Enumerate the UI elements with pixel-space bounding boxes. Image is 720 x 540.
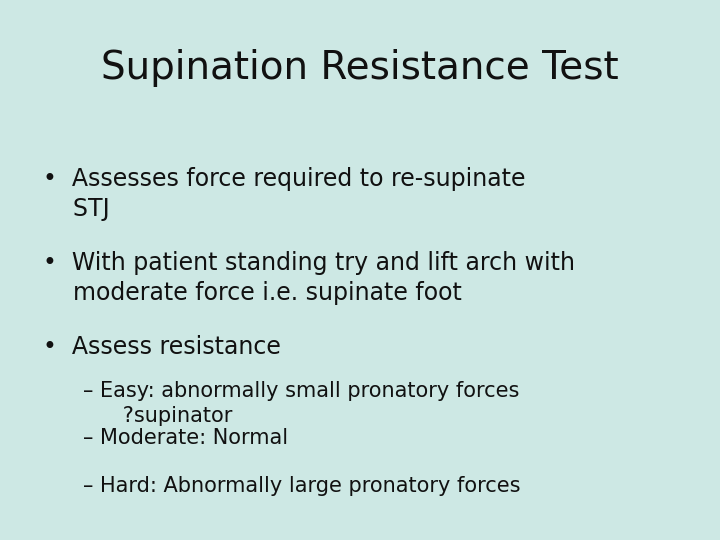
Text: •  Assess resistance: • Assess resistance	[43, 335, 281, 359]
Text: – Hard: Abnormally large pronatory forces: – Hard: Abnormally large pronatory force…	[83, 476, 521, 496]
Text: – Moderate: Normal: – Moderate: Normal	[83, 428, 288, 448]
Text: •  Assesses force required to re-supinate
    STJ: • Assesses force required to re-supinate…	[43, 167, 526, 221]
Text: •  With patient standing try and lift arch with
    moderate force i.e. supinate: • With patient standing try and lift arc…	[43, 251, 575, 305]
Text: – Easy: abnormally small pronatory forces
      ?supinator: – Easy: abnormally small pronatory force…	[83, 381, 519, 426]
Text: Supination Resistance Test: Supination Resistance Test	[102, 49, 618, 86]
